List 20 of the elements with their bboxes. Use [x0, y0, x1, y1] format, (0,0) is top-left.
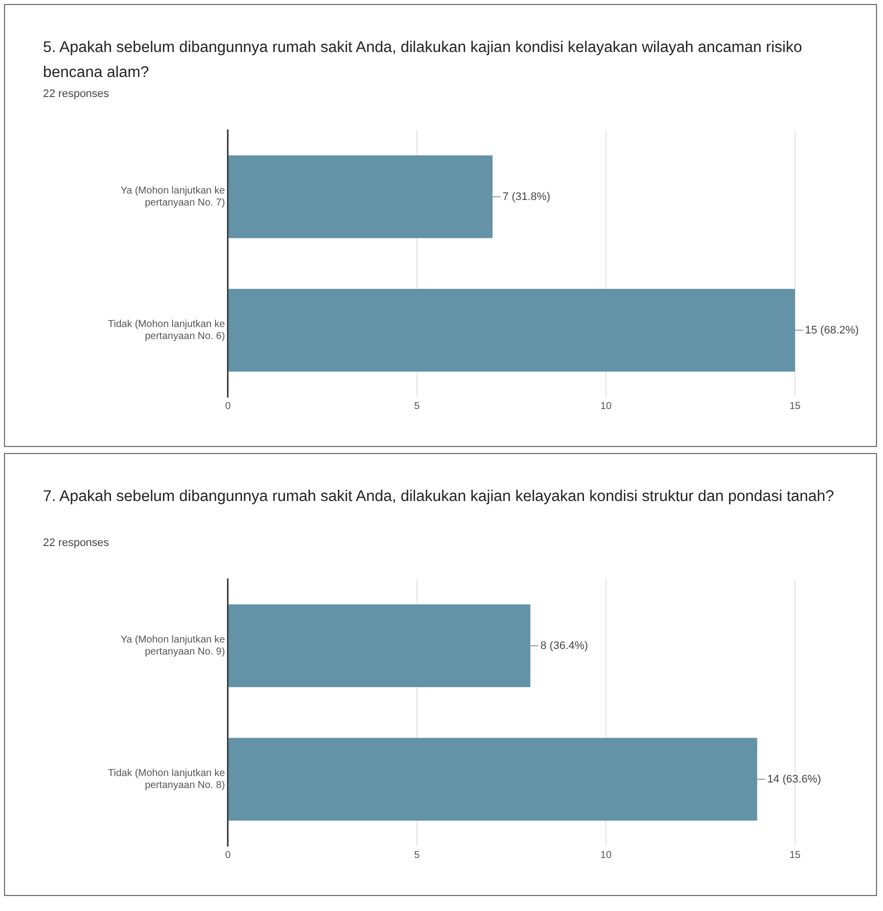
text: 22 responses: [43, 537, 110, 549]
x-tick-label: 0: [225, 850, 232, 861]
y-tick-label: Ya (Mohon lanjutkan ke pertanyaan No. 7): [120, 186, 226, 208]
x-tick-label: 10: [600, 400, 612, 412]
chart-title: 5. Apakah sebelum dibangunnya rumah sakit Anda, dilakukan kajian kondisi kelayakan wilayah ancaman risiko bencana alam?: [43, 38, 804, 83]
y-tick-label: Tidak (Mohon lanjutkan ke pertanyaan No. 8): [108, 768, 226, 791]
x-tick-label: 5: [414, 400, 420, 412]
x-tick-label: 15: [789, 400, 801, 412]
data-label: 14 (63.6%): [767, 773, 822, 786]
x-tick-label: 15: [789, 850, 801, 861]
y-tick-label: Ya (Mohon lanjutkan ke pertanyaan No. 9): [120, 634, 226, 658]
data-label: 15 (68.2%): [805, 324, 859, 336]
x-tick-label: 10: [600, 850, 612, 861]
x-tick-label: 5: [414, 850, 420, 861]
chart-title: 7. Apakah sebelum dibangunnya rumah sakit Anda, dilakukan kajian kelayakan kondisi struktur dan pondasi tanah?: [43, 487, 836, 507]
data-label: 7 (31.8%): [502, 190, 550, 203]
text: 22 responses: [43, 88, 110, 100]
data-label: 8 (36.4%): [540, 640, 588, 652]
y-tick-label: Tidak (Mohon lanjutkan ke pertanyaan No. 6): [108, 319, 226, 342]
x-tick-label: 0: [225, 400, 232, 412]
